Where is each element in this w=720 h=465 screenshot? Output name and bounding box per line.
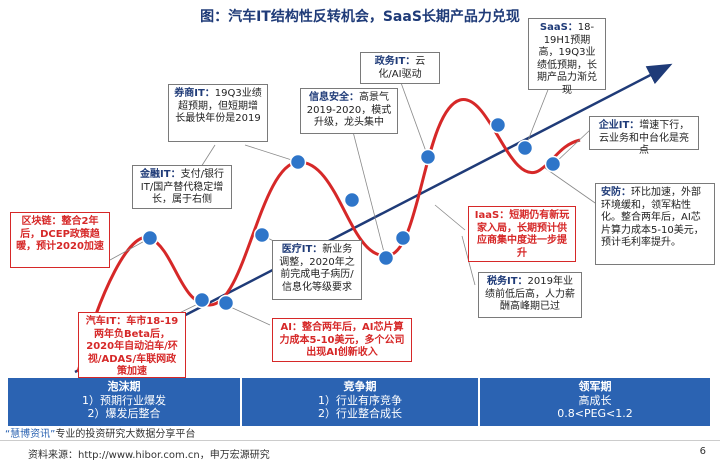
phase-bubble: 泡沫期 1）预期行业爆发 2）爆发后整合: [8, 378, 240, 426]
callout-zhengwu: 政务IT：云化/AI驱动: [360, 52, 440, 84]
callout-yiliao: 医疗IT：新业务调整，2020年之前完成电子病历/信息化等级要求: [272, 240, 362, 300]
source-note: 资料来源：http://www.hibor.com.cn，申万宏源研究: [28, 450, 270, 461]
cycle-node: [489, 116, 507, 134]
callout-shuiwu: 税务IT：2019年业绩前低后高，人力薪酬高峰期已过: [478, 272, 582, 318]
cycle-node: [419, 148, 437, 166]
cycle-node: [289, 153, 307, 171]
callout-qiche: 汽车IT：车市18-19两年负Beta后，2020年自动泊车/环视/ADAS/车…: [78, 312, 186, 378]
callout-xinxi: 信息安全：高景气2019-2020，模式升级，龙头集中: [300, 88, 398, 134]
footer-divider: [0, 440, 720, 441]
callout-qukuailian: 区块链：整合2年后，DCEP政策趋暖，预计2020加速: [10, 212, 110, 268]
cycle-node: [217, 294, 235, 312]
cycle-node: [394, 229, 412, 247]
cycle-node: [377, 249, 395, 267]
cycle-node: [141, 229, 159, 247]
phase-competition: 竞争期 1）行业有序竞争 2）行业整合成长: [242, 378, 478, 426]
page-number: 6: [699, 446, 706, 457]
cycle-node: [343, 191, 361, 209]
cycle-node: [193, 291, 211, 309]
callout-anfang: 安防：环比加速，外部环境缓和，领军粘性化。整合两年后，AI芯片算力成本5-10美…: [595, 183, 715, 265]
figure-title: 图：汽车IT结构性反转机会，SaaS长期产品力兑现: [200, 9, 520, 25]
callout-iaas: IaaS：短期仍有新玩家入局，长期预计供应商集中度进一步提升: [468, 206, 576, 262]
phase-leader: 领军期 高成长 0.8<PEG<1.2: [480, 378, 710, 426]
callout-saas: SaaS：18-19H1预期高，19Q3业绩低预期，长期产品力渐兑现: [528, 18, 606, 96]
cycle-node: [516, 139, 534, 157]
callout-quanshang: 券商IT：19Q3业绩超预期，但短期增长最快年份是2019: [168, 84, 268, 142]
cycle-node: [544, 155, 562, 173]
callout-jinrong: 金融IT：支付/银行IT/国产替代稳定增长，属于右侧: [132, 165, 232, 209]
footer-note: “慧博资讯”专业的投资研究大数据分享平台: [5, 429, 196, 440]
callout-qiye: 企业IT：增速下行，云业务和中台化是亮点: [589, 116, 699, 156]
callout-ai: AI：整合两年后，AI芯片算力成本5-10美元，多个公司出现AI创新收入: [272, 318, 412, 362]
cycle-node: [253, 226, 271, 244]
